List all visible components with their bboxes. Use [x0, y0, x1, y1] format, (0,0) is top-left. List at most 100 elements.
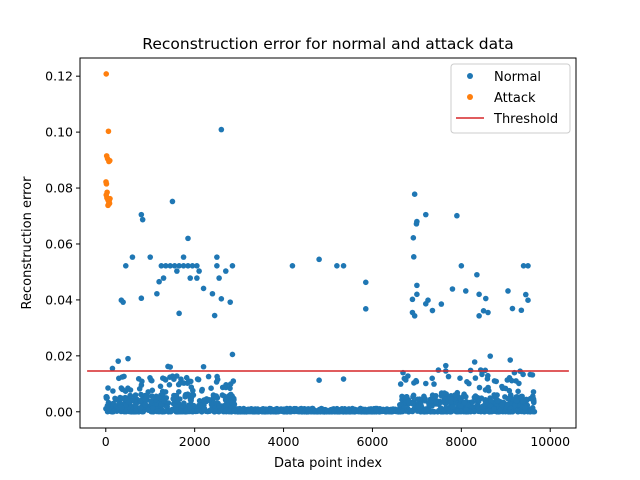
normal-point: [362, 306, 369, 312]
normal-point: [133, 407, 139, 414]
normal-point: [228, 391, 234, 398]
normal-point: [483, 400, 489, 407]
normal-point: [323, 407, 329, 413]
normal-point: [205, 373, 212, 380]
normal-point: [196, 268, 202, 274]
legend-box: [450, 63, 571, 134]
normal-point: [476, 313, 482, 319]
normal-point: [167, 364, 174, 370]
normal-point: [409, 400, 416, 407]
normal-point: [209, 290, 216, 297]
normal-point: [499, 402, 505, 409]
normal-point: [145, 407, 152, 414]
normal-point: [214, 262, 220, 269]
normal-point: [429, 307, 436, 314]
normal-point: [181, 400, 187, 407]
normal-point: [119, 374, 125, 380]
legend-normal-label: Normal: [494, 70, 541, 85]
normal-point: [472, 393, 479, 399]
y-tick-label: 0.08: [45, 181, 73, 196]
normal-point: [484, 376, 491, 382]
normal-point: [497, 408, 503, 415]
normal-point: [183, 408, 190, 415]
normal-point: [464, 379, 470, 385]
normal-point: [463, 393, 469, 400]
normal-point: [403, 394, 410, 400]
data-marks: [87, 71, 569, 383]
normal-point: [245, 408, 252, 415]
normal-point: [491, 378, 498, 384]
normal-point: [475, 398, 482, 405]
normal-point: [208, 385, 214, 392]
normal-point: [173, 407, 179, 414]
normal-point: [173, 393, 180, 399]
normal-point: [201, 397, 207, 403]
normal-point: [182, 391, 189, 398]
normal-point: [312, 408, 319, 414]
normal-point: [409, 408, 416, 415]
normal-dense-band: [103, 367, 538, 415]
normal-point: [522, 404, 529, 411]
normal-point: [171, 262, 178, 269]
normal-point: [212, 408, 218, 415]
normal-point: [529, 372, 536, 378]
normal-point: [442, 362, 449, 369]
normal-point: [218, 295, 225, 302]
normal-point: [176, 262, 182, 269]
attack-point: [106, 157, 113, 164]
normal-point: [480, 308, 487, 314]
normal-point: [507, 357, 514, 363]
normal-point: [458, 262, 465, 269]
normal-point: [413, 221, 420, 227]
normal-point: [505, 395, 512, 402]
normal-point: [504, 401, 510, 408]
normal-point: [399, 408, 406, 415]
normal-point: [188, 395, 195, 402]
normal-point: [283, 406, 289, 413]
normal-point: [169, 198, 176, 205]
normal-point: [410, 394, 416, 400]
normal-point: [118, 404, 125, 411]
normal-point: [194, 262, 200, 269]
normal-point: [157, 383, 164, 390]
normal-point: [162, 262, 169, 269]
normal-point: [125, 385, 131, 392]
normal-point: [487, 353, 494, 359]
normal-point: [522, 291, 529, 298]
normal-point: [476, 291, 482, 298]
legend-attack-label: Attack: [494, 91, 536, 106]
normal-point: [166, 408, 173, 414]
normal-point: [149, 377, 155, 384]
normal-point: [260, 408, 266, 415]
normal-point: [194, 408, 200, 415]
normal-point: [226, 408, 232, 415]
normal-point: [291, 406, 298, 413]
normal-point: [160, 375, 166, 382]
normal-point: [120, 299, 126, 305]
normal-point: [449, 286, 456, 292]
normal-point: [297, 406, 304, 412]
normal-point: [316, 256, 322, 263]
normal-point: [187, 404, 193, 411]
normal-point: [135, 376, 142, 382]
normal-point: [452, 392, 458, 398]
normal-point: [119, 395, 125, 402]
normal-point: [230, 378, 237, 384]
normal-point: [105, 385, 111, 391]
normal-point: [211, 312, 218, 319]
normal-point: [176, 310, 182, 317]
normal-point: [229, 262, 236, 269]
normal-point: [399, 393, 405, 400]
normal-point: [109, 365, 116, 372]
legend-threshold-label: Threshold: [493, 112, 558, 127]
normal-point: [433, 399, 439, 405]
normal-point: [174, 268, 180, 274]
normal-point: [445, 373, 452, 380]
y-tick-label: 0.02: [45, 348, 73, 363]
normal-point: [410, 235, 417, 241]
normal-point: [363, 408, 370, 414]
normal-point: [125, 399, 132, 405]
normal-point: [289, 262, 296, 269]
normal-point: [438, 301, 445, 307]
normal-point: [218, 126, 225, 133]
